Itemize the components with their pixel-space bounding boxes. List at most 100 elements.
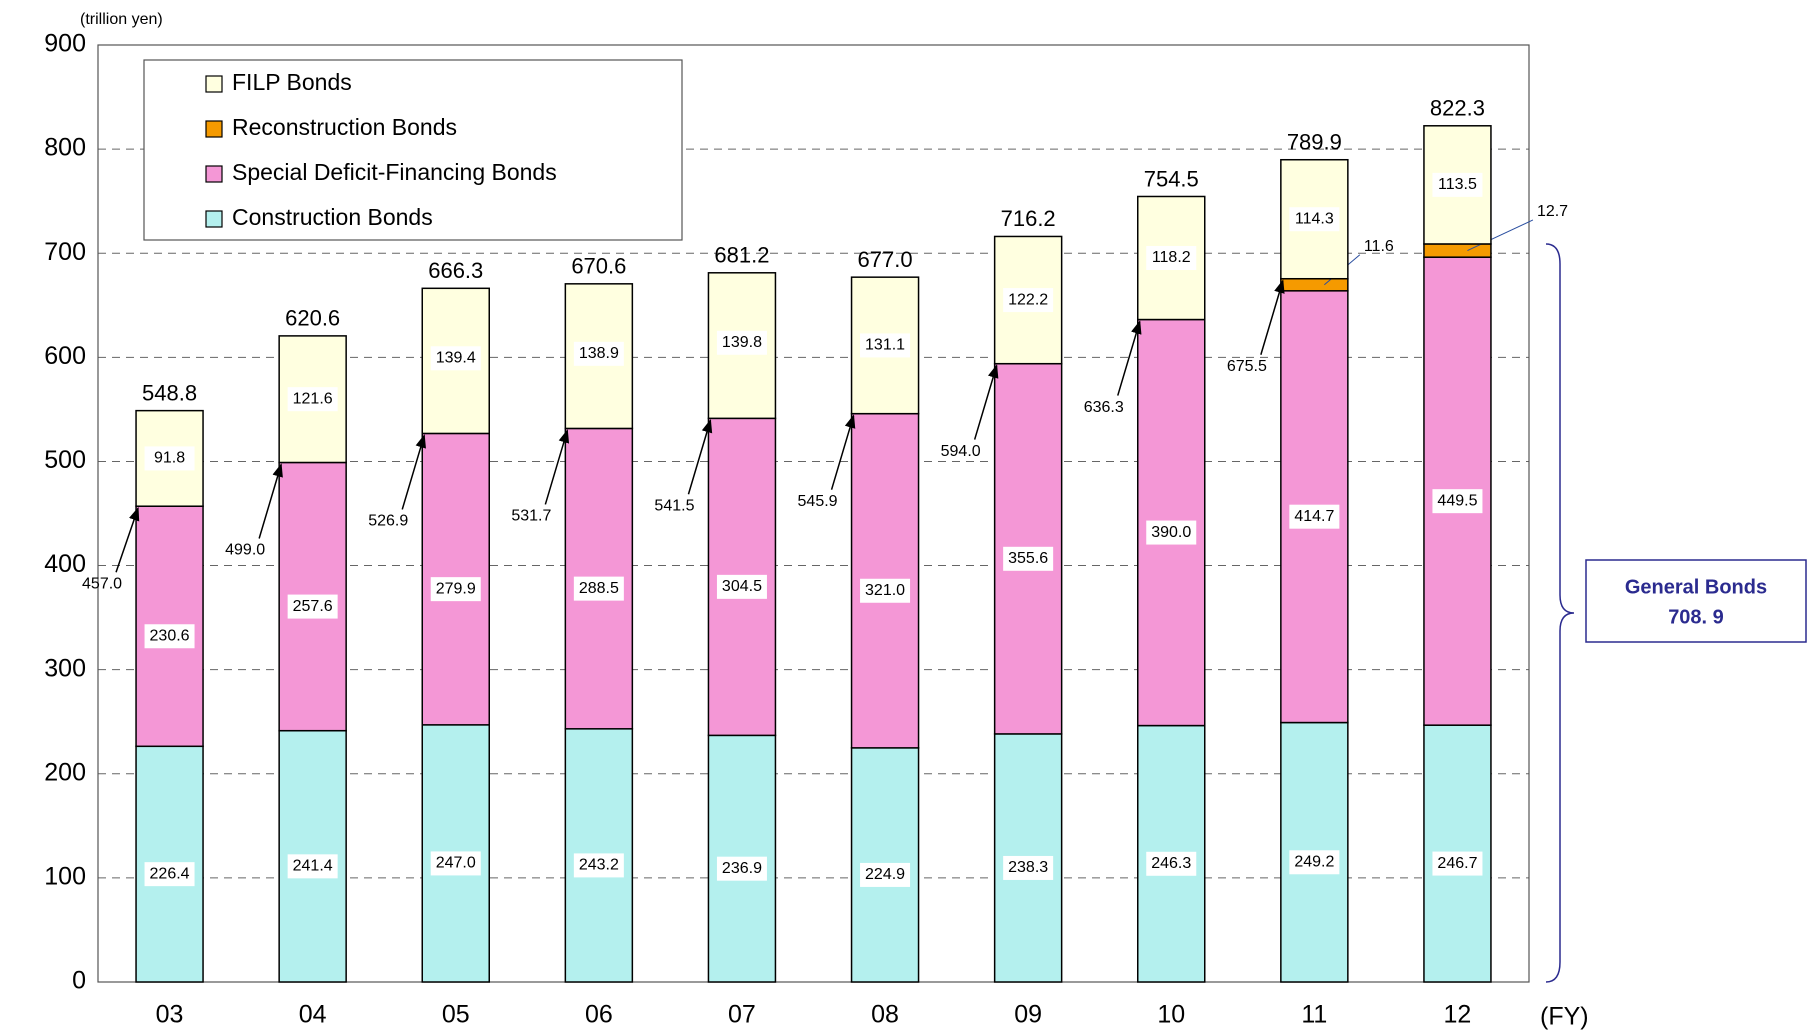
total-label: 716.2 [1001, 206, 1056, 231]
bar-segment [1280, 277, 1349, 292]
label-bg [860, 333, 911, 358]
segment-label: 414.7 [1294, 508, 1334, 525]
segment-label: 236.9 [722, 860, 762, 877]
segment-label: 131.1 [865, 337, 905, 354]
subtotal-label: 526.9 [368, 513, 408, 530]
y-tick-label: 900 [44, 30, 86, 58]
legend-swatch [205, 75, 223, 93]
segment-label: 138.9 [579, 345, 619, 362]
segment-label: 238.3 [1008, 859, 1048, 876]
total-label: 681.2 [714, 243, 769, 268]
subtotal-arrow [544, 429, 570, 505]
subtotal-label: 594.0 [941, 443, 981, 460]
label-bg [1432, 851, 1483, 876]
legend-swatch [205, 120, 223, 138]
segment-label: 304.5 [722, 578, 762, 595]
label-bg [716, 856, 767, 881]
subtotal-arrow [687, 418, 713, 495]
segment-label: 279.9 [436, 580, 476, 597]
y-tick-label: 400 [44, 550, 86, 578]
label-bg [573, 576, 624, 601]
label-bg [1432, 489, 1483, 514]
subtotal-label: 531.7 [511, 508, 551, 525]
subtotal-label: 457.0 [82, 575, 122, 592]
segment-label: 243.2 [579, 857, 619, 874]
total-label: 754.5 [1144, 166, 1199, 191]
segment-label: 449.5 [1437, 492, 1477, 509]
label-bg [1146, 520, 1197, 545]
general-bonds-title: General Bonds [1625, 576, 1767, 598]
label-bg [716, 330, 767, 355]
general-bonds-value: 708. 9 [1668, 606, 1724, 628]
segment-label: 230.6 [150, 627, 190, 644]
legend-label: Reconstruction Bonds [232, 114, 457, 140]
segment-label: 91.8 [154, 450, 185, 467]
y-tick-label: 700 [44, 238, 86, 266]
segment-label: 321.0 [865, 582, 905, 599]
label-bg [287, 387, 338, 412]
subtotal-label: 541.5 [654, 497, 694, 514]
label-bg [573, 341, 624, 366]
x-tick-label: 06 [585, 1001, 613, 1029]
total-label: 822.3 [1430, 96, 1485, 121]
label-bg [287, 854, 338, 879]
brace [1545, 243, 1575, 983]
label-bg [1146, 246, 1197, 271]
subtotal-arrow [115, 506, 140, 573]
legend-label: Construction Bonds [232, 204, 433, 230]
total-label: 789.9 [1287, 129, 1342, 154]
y-tick-label: 0 [72, 967, 86, 995]
y-tick-label: 200 [44, 758, 86, 786]
legend-label: FILP Bonds [232, 69, 352, 95]
segment-label: 257.6 [293, 598, 333, 615]
total-label: 677.0 [858, 247, 913, 272]
segment-label: 122.2 [1008, 291, 1048, 308]
segment-label: 246.3 [1151, 855, 1191, 872]
label-bg [144, 446, 195, 471]
segment-label: 288.5 [579, 580, 619, 597]
bar-segment [1423, 243, 1492, 258]
segment-label: 139.8 [722, 334, 762, 351]
x-tick-label: 10 [1157, 1001, 1185, 1029]
segment-label: 249.2 [1294, 853, 1334, 870]
label-bg [430, 851, 481, 876]
segment-label: 224.9 [865, 866, 905, 883]
segment-label: 114.3 [1295, 210, 1334, 227]
label-bg [860, 578, 911, 603]
y-unit: (trillion yen) [80, 11, 163, 28]
segment-label: 118.2 [1152, 249, 1191, 266]
legend-label: Special Deficit-Financing Bonds [232, 159, 557, 185]
segment-label: 139.4 [436, 350, 476, 367]
label-bg [430, 577, 481, 602]
x-tick-label: 03 [156, 1001, 184, 1029]
x-tick-label: 11 [1301, 1001, 1327, 1029]
general-bonds-box [1585, 559, 1807, 643]
legend-swatch [205, 210, 223, 228]
subtotal-label: 545.9 [798, 493, 838, 510]
label-bg [1289, 850, 1340, 875]
segment-label: 390.0 [1151, 524, 1191, 541]
subtotal-arrow [830, 414, 856, 490]
total-label: 670.6 [571, 254, 626, 279]
label-bg [1146, 851, 1197, 876]
segment-label: 355.6 [1008, 550, 1048, 567]
x-tick-label: 05 [442, 1001, 470, 1029]
label-bg [1432, 172, 1483, 197]
x-tick-label: 04 [299, 1001, 327, 1029]
label-bg [860, 862, 911, 887]
y-tick-label: 500 [44, 446, 86, 474]
x-tick-label: 08 [871, 1001, 899, 1029]
segment-label: 121.6 [293, 390, 333, 407]
subtotal-label: 675.5 [1227, 358, 1267, 375]
segment-label: 12.7 [1537, 203, 1568, 220]
legend-swatch [205, 165, 223, 183]
label-bg [1289, 207, 1340, 232]
label-bg [144, 624, 195, 649]
segment-label: 247.0 [436, 855, 476, 872]
x-axis-label: (FY) [1540, 1003, 1589, 1031]
subtotal-label: 499.0 [225, 542, 265, 559]
label-bg [716, 574, 767, 599]
x-tick-label: 07 [728, 1001, 756, 1029]
segment-label: 113.5 [1438, 176, 1477, 193]
subtotal-arrow [1260, 279, 1285, 355]
